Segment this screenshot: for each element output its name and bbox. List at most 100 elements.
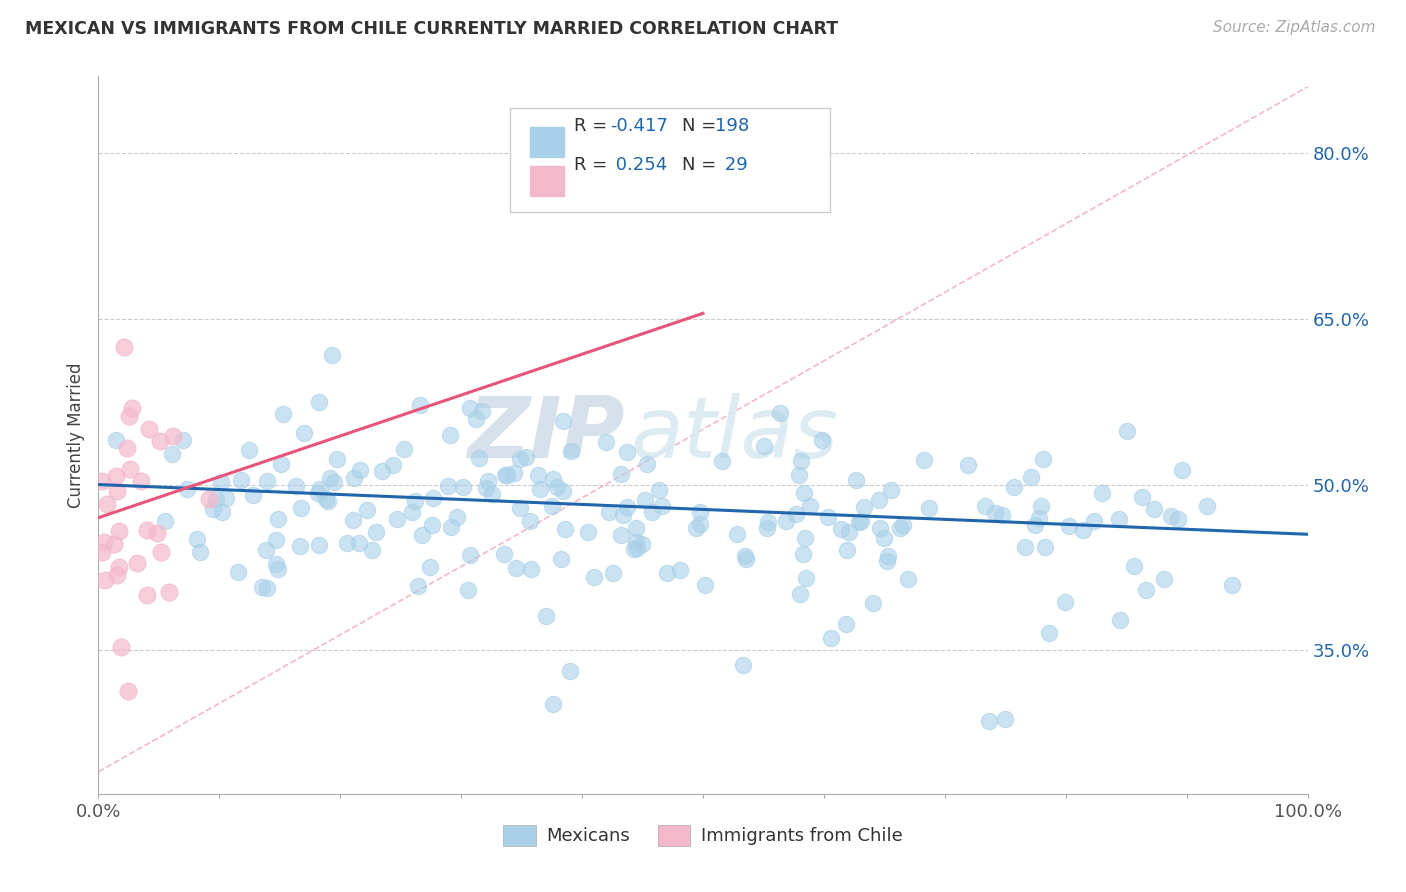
Point (198, 491, 221, 506)
Point (626, 521, 648, 535)
Point (162, 429, 184, 443)
Point (264, 557, 287, 571)
Text: N =: N = (682, 155, 723, 174)
Point (505, 561, 527, 575)
Point (1195, 500, 1218, 514)
Point (794, 531, 817, 545)
Point (1014, 540, 1036, 554)
Point (1109, 613, 1132, 627)
Text: N =: N = (682, 117, 723, 135)
Point (1135, 582, 1157, 597)
Point (419, 560, 441, 574)
Point (149, 434, 172, 448)
Point (918, 501, 941, 516)
Text: R =: R = (574, 155, 613, 174)
Point (136, 588, 159, 602)
FancyBboxPatch shape (509, 108, 830, 212)
Point (188, 545, 211, 559)
Point (404, 494, 426, 508)
Point (817, 509, 839, 524)
Point (509, 500, 531, 515)
Point (515, 450, 537, 464)
Point (229, 474, 252, 488)
Point (529, 483, 551, 497)
Point (711, 454, 734, 468)
Point (769, 406, 792, 420)
Point (264, 533, 287, 547)
Point (689, 516, 711, 531)
Point (91, 545, 114, 559)
Point (623, 542, 645, 557)
Point (848, 515, 870, 529)
Point (356, 503, 378, 517)
Point (347, 536, 370, 550)
Point (1122, 559, 1144, 574)
Point (852, 500, 875, 514)
Text: R =: R = (574, 117, 613, 135)
Text: -0.417: -0.417 (610, 117, 668, 135)
Point (451, 480, 474, 494)
Text: 198: 198 (716, 117, 749, 135)
Point (897, 573, 920, 587)
Point (626, 541, 648, 555)
Point (1153, 572, 1175, 586)
Point (598, 505, 620, 519)
Point (520, 562, 543, 576)
Point (308, 538, 330, 552)
Point (651, 500, 673, 514)
Point (343, 471, 366, 485)
Point (439, 427, 461, 442)
Point (271, 407, 294, 421)
Point (877, 549, 900, 563)
Point (551, 414, 574, 428)
Point (755, 521, 778, 535)
Point (465, 412, 488, 426)
Point (492, 547, 515, 561)
Point (893, 518, 915, 533)
Point (371, 464, 394, 478)
Point (794, 571, 817, 585)
Point (446, 510, 468, 524)
Point (1053, 595, 1076, 609)
Point (735, 551, 758, 566)
Point (851, 514, 873, 528)
Point (176, 482, 198, 496)
Point (422, 491, 444, 505)
Point (115, 442, 138, 456)
Point (1167, 512, 1189, 526)
Point (1057, 518, 1080, 533)
Point (830, 522, 852, 536)
Point (685, 521, 707, 535)
Point (527, 468, 550, 483)
Point (873, 532, 896, 546)
Point (440, 520, 463, 534)
Point (626, 534, 648, 549)
Point (610, 528, 633, 542)
Point (460, 401, 482, 415)
Point (254, 543, 277, 558)
Point (1108, 511, 1130, 525)
Point (105, 568, 128, 582)
Point (270, 457, 292, 471)
Point (494, 468, 516, 483)
Point (316, 494, 339, 508)
Point (994, 712, 1017, 726)
Point (437, 479, 460, 493)
Point (640, 505, 662, 519)
Point (693, 578, 716, 592)
Point (983, 506, 1005, 520)
Point (238, 442, 260, 457)
Point (457, 582, 479, 597)
Point (835, 617, 858, 632)
Point (266, 561, 288, 575)
Point (107, 524, 129, 539)
Point (502, 467, 524, 481)
Point (1116, 424, 1139, 438)
Point (201, 501, 224, 516)
Point (876, 554, 898, 568)
Text: MEXICAN VS IMMIGRANTS FROM CHILE CURRENTLY MARRIED CORRELATION CHART: MEXICAN VS IMMIGRANTS FROM CHILE CURRENT… (25, 20, 838, 37)
Point (477, 475, 499, 489)
Point (1032, 452, 1054, 467)
Point (292, 425, 315, 440)
Point (792, 548, 814, 562)
